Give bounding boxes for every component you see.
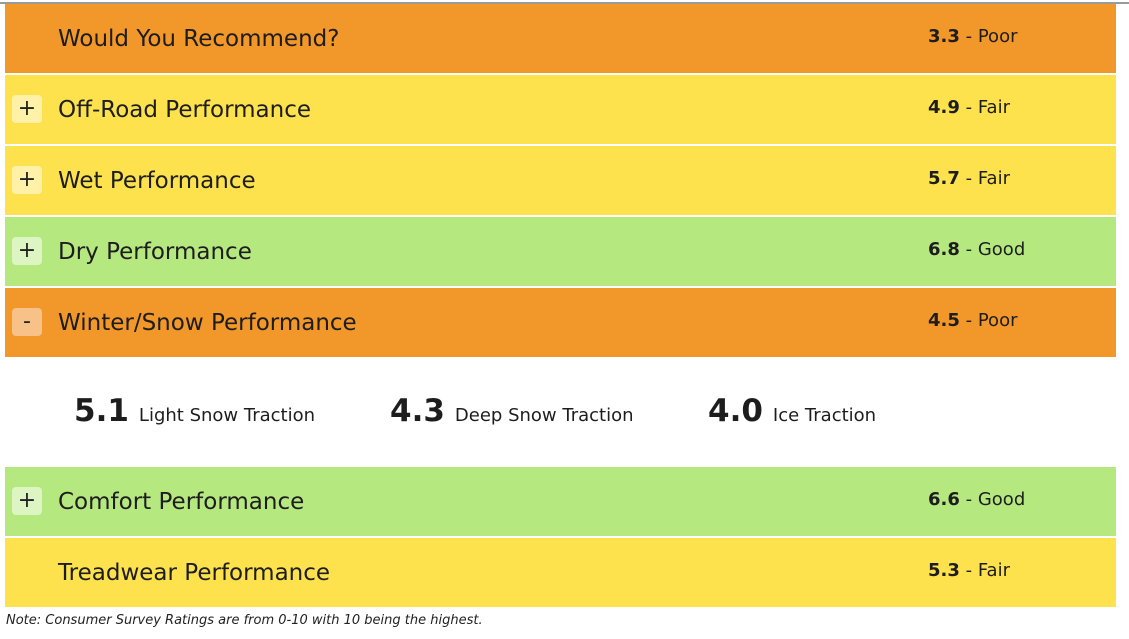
ratings-list: Would You Recommend? 3.3 - Poor + Off-Road … (5, 4, 1116, 609)
separator: - (959, 560, 978, 581)
rating-label: Would You Recommend? (58, 26, 340, 52)
toggle-button[interactable]: + (12, 487, 42, 515)
rating-text: Fair (977, 168, 1010, 189)
rating-label: Comfort Performance (58, 489, 305, 515)
rating-label: Treadwear Performance (58, 560, 331, 586)
score-value: 5.3 (928, 560, 960, 581)
rating-row[interactable]: + Off-Road Performance 4.9 - Fair (5, 75, 1116, 144)
rating-row[interactable]: + Dry Performance 6.8 - Good (5, 217, 1116, 286)
rating-label: Off-Road Performance (58, 97, 312, 123)
separator: - (959, 310, 978, 331)
rating-text: Poor (977, 26, 1018, 47)
score-value: 6.8 (928, 239, 960, 260)
rating-score: 5.7 - Fair (928, 146, 1010, 212)
rating-label: Winter/Snow Performance (58, 310, 357, 336)
separator: - (959, 239, 978, 260)
rating-text: Fair (977, 97, 1010, 118)
separator: - (959, 97, 978, 118)
separator: - (959, 168, 978, 189)
sub-rating: 5.1 Light Snow Traction (74, 393, 315, 429)
toggle-button[interactable]: + (12, 166, 42, 194)
rating-score: 4.9 - Fair (928, 75, 1010, 141)
rating-row: Would You Recommend? 3.3 - Poor (5, 4, 1116, 73)
sub-label: Light Snow Traction (138, 405, 316, 426)
top-border (0, 2, 1129, 4)
rating-row[interactable]: + Wet Performance 5.7 - Fair (5, 146, 1116, 215)
rating-row[interactable]: + Comfort Performance 6.6 - Good (5, 467, 1116, 536)
score-value: 6.6 (928, 489, 960, 510)
note: Note: Consumer Survey Ratings are from 0… (6, 613, 483, 628)
rating-text: Fair (977, 560, 1010, 581)
separator: - (959, 489, 978, 510)
sub-score: 4.3 (390, 393, 445, 429)
sub-label: Deep Snow Traction (454, 405, 634, 426)
toggle-button[interactable]: - (12, 308, 42, 336)
sub-label: Ice Traction (772, 405, 877, 426)
rating-score: 6.8 - Good (928, 217, 1025, 283)
rating-text: Good (977, 489, 1026, 510)
sub-rating: 4.3 Deep Snow Traction (390, 393, 634, 429)
rating-text: Good (977, 239, 1026, 260)
score-value: 3.3 (928, 26, 960, 47)
rating-label: Dry Performance (58, 239, 252, 265)
separator: - (959, 26, 978, 47)
score-value: 5.7 (928, 168, 960, 189)
toggle-button[interactable]: + (12, 95, 42, 123)
score-value: 4.9 (928, 97, 960, 118)
rating-score: 5.3 - Fair (928, 538, 1010, 604)
rating-text: Poor (977, 310, 1018, 331)
sub-rating: 4.0 Ice Traction (708, 393, 876, 429)
sub-score: 4.0 (708, 393, 763, 429)
details-panel: 5.1 Light Snow Traction 4.3 Deep Snow Tract… (5, 359, 1116, 465)
rating-score: 6.6 - Good (928, 467, 1025, 533)
rating-score: 3.3 - Poor (928, 4, 1017, 70)
rating-row: Treadwear Performance 5.3 - Fair (5, 538, 1116, 607)
rating-label: Wet Performance (58, 168, 256, 194)
toggle-button[interactable]: + (12, 237, 42, 265)
rating-row[interactable]: - Winter/Snow Performance 4.5 - Poor (5, 288, 1116, 357)
score-value: 4.5 (928, 310, 960, 331)
rating-score: 4.5 - Poor (928, 288, 1017, 354)
sub-score: 5.1 (74, 393, 129, 429)
